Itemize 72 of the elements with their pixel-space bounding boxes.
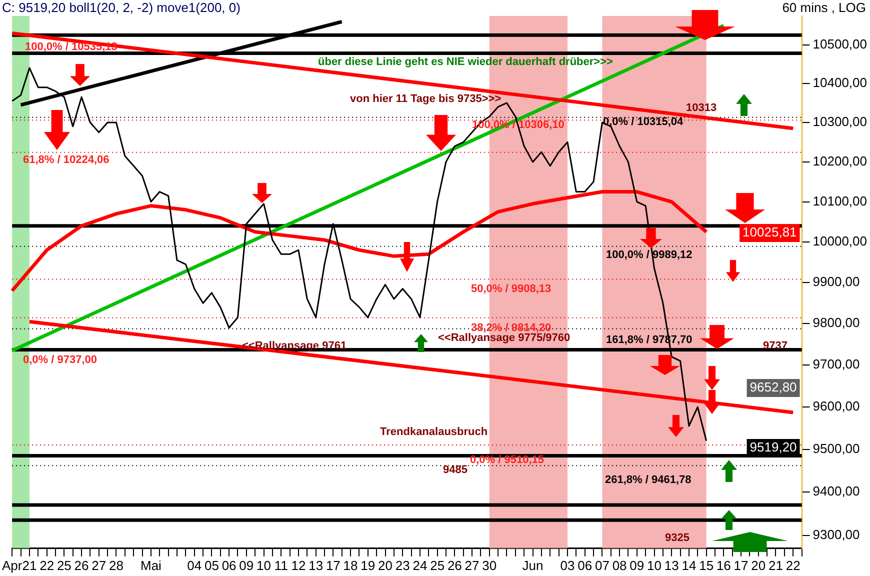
x-tick-label: 25 <box>56 558 72 573</box>
annotation: 9652,80 <box>750 380 797 395</box>
x-tick-label: 13 <box>308 558 324 573</box>
annotation: 261,8% / 9461,78 <box>605 474 692 486</box>
x-tick-label: 12 <box>291 558 306 573</box>
y-tick-label: 10200,00 <box>812 154 868 169</box>
x-tick-label: 22 <box>40 558 54 573</box>
x-tick-label: 13 <box>664 558 679 573</box>
annotation: über diese Linie geht es NIE wieder dauerhaft drüber>>> <box>318 56 613 68</box>
x-tick-label: 17 <box>326 558 340 573</box>
chart-title: C: 9519,20 boll1(20, 2, -2) move1(200, 0) <box>2 0 240 15</box>
x-tick-label: 27 <box>464 558 480 573</box>
x-tick-label: Mai <box>140 558 162 573</box>
y-tick-label: 10500,00 <box>812 36 868 52</box>
x-tick-label: 05 <box>204 558 219 573</box>
x-tick-label: 06 <box>578 558 592 573</box>
annotation: 61,8% / 10224,06 <box>23 154 110 166</box>
annotation: 9519,20 <box>750 440 797 455</box>
y-tick-label: 10400,00 <box>812 75 868 90</box>
annotation: 9325 <box>665 532 690 544</box>
x-tick-label: 15 <box>699 558 714 573</box>
annotation: von hier 11 Tage bis 9735>>> <box>350 93 502 106</box>
annotation: 10025,81 <box>742 224 797 240</box>
annotation: 0,0% / 9510,15 <box>470 454 544 466</box>
annotation: 38,2% / 9814,20 <box>471 322 552 334</box>
x-tick-label: 08 <box>612 558 627 573</box>
x-tick-label: 07 <box>594 558 610 573</box>
y-tick-label: 10300,00 <box>812 114 868 130</box>
chart-subtitle: 60 mins , LOG <box>782 0 866 15</box>
x-tick-label: 09 <box>239 558 254 573</box>
x-tick-label: 21 <box>22 558 37 573</box>
y-tick-label: 9800,00 <box>812 315 860 330</box>
x-tick-label: 27 <box>92 558 106 573</box>
x-tick-label: 26 <box>447 558 462 573</box>
y-tick-label: 10000,00 <box>812 234 868 249</box>
annotation: 0,0% / 9737,00 <box>23 354 98 366</box>
y-tick-label: 9300,00 <box>812 526 860 542</box>
x-tick-label: 10 <box>647 558 662 573</box>
x-tick-label: 14 <box>682 558 696 573</box>
x-tick-label: 17 <box>734 558 748 573</box>
x-tick-label: 04 <box>187 558 202 573</box>
x-tick-label: Apr <box>2 558 23 573</box>
x-tick-label: 03 <box>560 558 575 573</box>
x-tick-label: 18 <box>343 558 358 573</box>
y-tick-label: 9700,00 <box>812 356 860 372</box>
annotation: <<Rallyansage 9775/9760 <box>438 332 570 344</box>
annotation: 10313 <box>686 102 717 114</box>
annotation: 9485 <box>443 464 468 476</box>
x-tick-label: 25 <box>430 558 445 573</box>
annotation: 50,0% / 9908,13 <box>471 283 552 296</box>
annotation: Trendkanalausbruch <box>380 426 488 438</box>
x-tick-label: 21 <box>768 558 783 573</box>
x-tick-label: 28 <box>109 558 124 573</box>
x-tick-label: 20 <box>751 558 766 573</box>
x-tick-label: 16 <box>716 558 731 573</box>
x-tick-label: 20 <box>378 558 392 573</box>
y-tick-label: 9400,00 <box>812 484 860 499</box>
x-tick-label: 23 <box>395 558 410 573</box>
x-tick-label: 11 <box>274 558 288 573</box>
y-tick-label: 9500,00 <box>812 440 860 456</box>
x-tick-label: 22 <box>786 558 800 573</box>
y-tick-label: 10100,00 <box>812 193 868 208</box>
y-tick-label: 9900,00 <box>812 274 860 290</box>
x-tick-label: 09 <box>630 558 644 573</box>
x-tick-label: 10 <box>256 558 271 573</box>
x-tick-label: 26 <box>74 558 89 573</box>
x-tick-label: 30 <box>482 558 497 573</box>
x-tick-label: Jun <box>522 558 544 573</box>
x-tick-label: 24 <box>412 558 428 573</box>
y-tick-label: 9600,00 <box>812 398 860 414</box>
x-tick-label: 06 <box>222 558 236 573</box>
x-tick-label: 19 <box>360 558 376 573</box>
